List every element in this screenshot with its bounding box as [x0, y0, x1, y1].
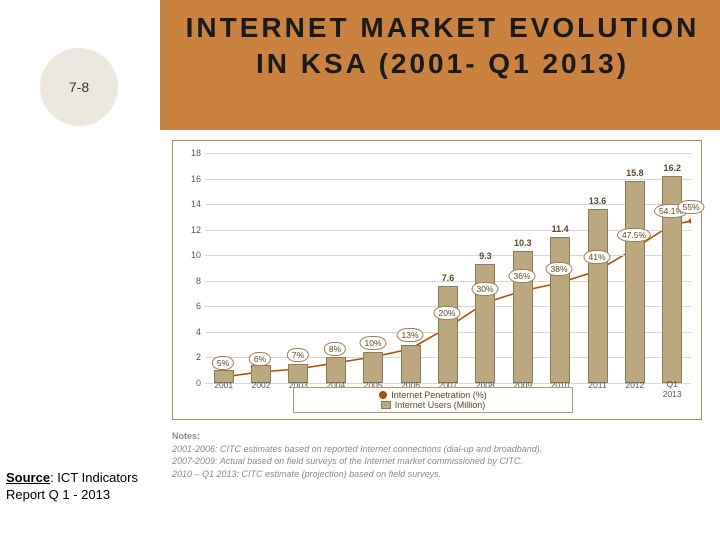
bar-value-label: 10.3 [514, 238, 532, 248]
pct-label: 7% [287, 348, 309, 362]
pct-label: 13% [396, 328, 423, 342]
pct-label: 55% [677, 200, 704, 214]
x-tick-label: 2001 [205, 380, 242, 399]
y-tick-label: 10 [191, 250, 201, 260]
legend-row-line: Internet Penetration (%) [300, 390, 566, 400]
slide: 7-8 INTERNET MARKET EVOLUTION IN KSA (20… [0, 0, 720, 540]
slide-number-badge: 7-8 [40, 48, 118, 126]
bar: 15.8 [625, 181, 645, 383]
gridline [205, 179, 691, 180]
y-tick-label: 8 [196, 276, 201, 286]
gridline [205, 255, 691, 256]
y-tick-label: 6 [196, 301, 201, 311]
x-tick-label: Q12013 [654, 380, 691, 399]
x-tick-label: 2002 [242, 380, 279, 399]
pct-label: 6% [249, 352, 271, 366]
legend-line-icon [379, 391, 387, 399]
y-tick-label: 14 [191, 199, 201, 209]
chart-legend: Internet Penetration (%) Internet Users … [293, 387, 573, 413]
bar-value-label: 7.6 [442, 273, 455, 283]
bar: 7.6 [438, 286, 458, 383]
bar-value-label: 11.4 [552, 224, 569, 234]
bar-value-label: 15.8 [626, 168, 644, 178]
legend-bar-label: Internet Users (Million) [395, 400, 486, 410]
notes-line-3: 2010 – Q1 2013: CITC estimate (projectio… [172, 468, 702, 481]
notes-heading: Notes: [172, 430, 702, 443]
page-title: INTERNET MARKET EVOLUTION IN KSA (2001- … [175, 10, 710, 83]
bar-value-label: 13.6 [589, 196, 607, 206]
pct-label: 36% [508, 269, 535, 283]
notes-line-2: 2007-2009: Actual based on field surveys… [172, 455, 702, 468]
x-tick-label: 2011 [579, 380, 616, 399]
chart-container: 0246810121416181.01.41.52.02.43.07.69.31… [172, 140, 702, 500]
pct-label: 20% [433, 306, 460, 320]
x-tick-label: 2012 [616, 380, 653, 399]
pct-label: 47.5% [617, 228, 651, 242]
legend-line-label: Internet Penetration (%) [391, 390, 487, 400]
gridline [205, 204, 691, 205]
y-tick-label: 16 [191, 174, 201, 184]
source-caption: Source: ICT Indicators Report Q 1 - 2013 [6, 470, 156, 504]
bar: 11.4 [550, 237, 570, 383]
pct-label: 41% [583, 250, 610, 264]
bar: 13.6 [588, 209, 608, 383]
chart-notes: Notes: 2001-2006: CITC estimates based o… [172, 430, 702, 480]
pct-label: 38% [545, 262, 572, 276]
bar-value-label: 9.3 [479, 251, 492, 261]
bar: 2.0 [326, 357, 346, 383]
pct-label: 30% [471, 282, 498, 296]
bar: 2.4 [363, 352, 383, 383]
y-tick-label: 0 [196, 378, 201, 388]
gridline [205, 153, 691, 154]
legend-bar-icon [381, 401, 391, 409]
pct-label: 5% [212, 356, 234, 370]
source-label: Source [6, 470, 50, 485]
legend-row-bar: Internet Users (Million) [300, 400, 566, 410]
pct-label: 8% [324, 342, 346, 356]
y-tick-label: 12 [191, 225, 201, 235]
notes-line-1: 2001-2006: CITC estimates based on repor… [172, 443, 702, 456]
chart-frame: 0246810121416181.01.41.52.02.43.07.69.31… [172, 140, 702, 420]
slide-number: 7-8 [69, 79, 89, 95]
bar: 3.0 [401, 345, 421, 383]
pct-label: 10% [359, 336, 386, 350]
bar-value-label: 16.2 [664, 163, 682, 173]
y-tick-label: 2 [196, 352, 201, 362]
y-tick-label: 4 [196, 327, 201, 337]
y-tick-label: 18 [191, 148, 201, 158]
plot-area: 0246810121416181.01.41.52.02.43.07.69.31… [205, 153, 691, 383]
